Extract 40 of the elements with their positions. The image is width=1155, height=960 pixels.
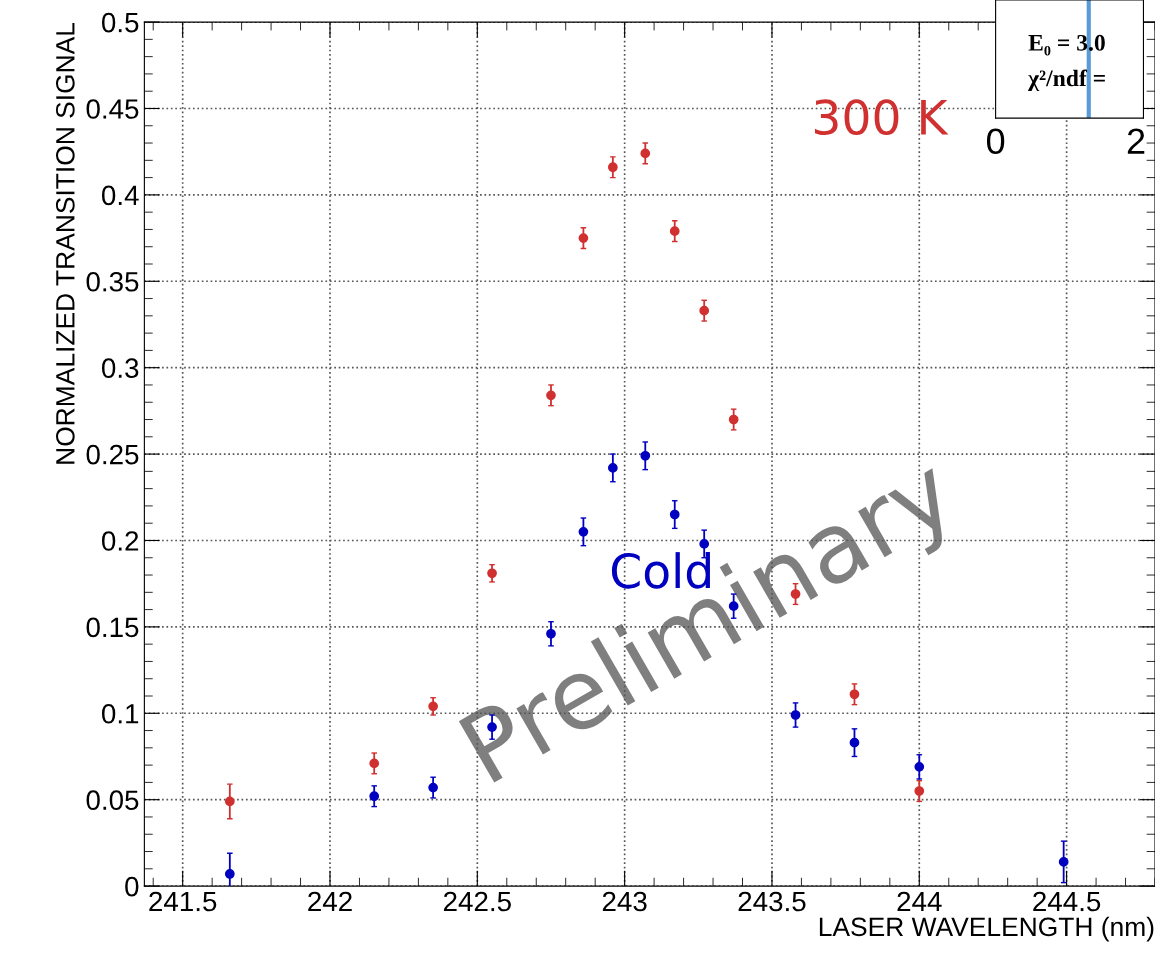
y-tick-label: 0.35 xyxy=(86,271,139,292)
point xyxy=(428,782,438,793)
annotation: 0 xyxy=(986,128,1005,155)
point xyxy=(640,148,651,159)
point xyxy=(1058,857,1069,867)
y-tick-label: 0.4 xyxy=(101,185,139,206)
x-tick-label: 241.5 xyxy=(149,891,217,912)
annotation: 2 xyxy=(1127,128,1145,154)
y-tick-label: 0.25 xyxy=(86,444,139,465)
point xyxy=(428,701,438,712)
point xyxy=(546,390,556,401)
y-axis-title: NORMALIZED TRANSITION SIGNAL xyxy=(56,22,75,464)
y-tick-label: 0.3 xyxy=(101,358,139,379)
y-tick-label: 0.45 xyxy=(86,99,139,119)
x-tick-label: 244 xyxy=(897,891,942,912)
point xyxy=(699,305,710,316)
point xyxy=(369,791,380,802)
x-axis-title: LASER WAVELENGTH (nm) xyxy=(819,916,1154,942)
text: 300 K xyxy=(814,99,949,136)
y-tick-label: 0.15 xyxy=(86,617,139,638)
x-tick-label: 243.5 xyxy=(738,891,806,912)
y-tick-label: 0.5 xyxy=(101,12,139,33)
point xyxy=(669,226,680,237)
x-tick-label: 242.5 xyxy=(443,891,511,912)
point xyxy=(369,758,380,769)
x-tick-label: 243 xyxy=(602,891,647,912)
point xyxy=(728,414,739,425)
y-tick-label: 0.2 xyxy=(101,531,139,551)
annotation: χ²/ndf = xyxy=(1028,69,1105,92)
point xyxy=(607,162,618,173)
x-tick-label: 242 xyxy=(308,891,352,912)
point xyxy=(640,450,651,461)
point xyxy=(224,869,235,879)
y-tick-label: 0.1 xyxy=(101,703,139,724)
y-tick-label: 0 xyxy=(125,876,139,897)
point xyxy=(578,233,589,243)
x-tick-label: 244.5 xyxy=(1033,891,1101,912)
point xyxy=(914,786,925,796)
y-tick-label: 0.05 xyxy=(86,790,139,811)
point xyxy=(224,796,235,807)
